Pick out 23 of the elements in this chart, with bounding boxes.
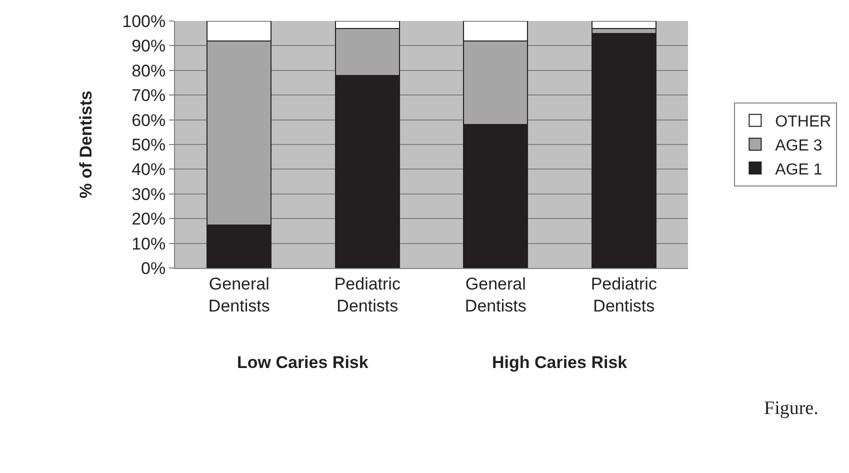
y-axis-title: % of Dentists xyxy=(76,90,96,198)
y-tick-label: 30% xyxy=(132,184,166,204)
y-tick-label: 20% xyxy=(132,210,166,229)
y-tick-label: 60% xyxy=(132,110,166,130)
y-tick-label: 10% xyxy=(132,234,166,254)
text: Figure. xyxy=(764,398,818,419)
y-tick-label: 100% xyxy=(122,12,166,31)
y-tick-label: 80% xyxy=(132,61,166,80)
y-tick-label: 50% xyxy=(132,135,166,154)
text: Low Caries Risk xyxy=(237,353,369,372)
bar xyxy=(591,32,656,268)
y-tick-label: 40% xyxy=(132,160,166,180)
x-tick-label: General Dentists xyxy=(464,274,526,316)
legend-label: AGE 3 xyxy=(775,137,822,154)
x-tick-label: Pediatric Dentists xyxy=(334,274,401,316)
x-tick-label: Pediatric Dentists xyxy=(590,274,658,316)
legend-label: OTHER xyxy=(775,114,832,131)
y-tick-label: 0% xyxy=(141,258,166,278)
text: High Caries Risk xyxy=(492,353,628,372)
y-tick-label: 70% xyxy=(132,86,166,106)
legend-label: AGE 1 xyxy=(775,161,822,178)
x-tick-label: General Dentists xyxy=(208,274,270,316)
y-tick-label: 90% xyxy=(132,36,166,56)
